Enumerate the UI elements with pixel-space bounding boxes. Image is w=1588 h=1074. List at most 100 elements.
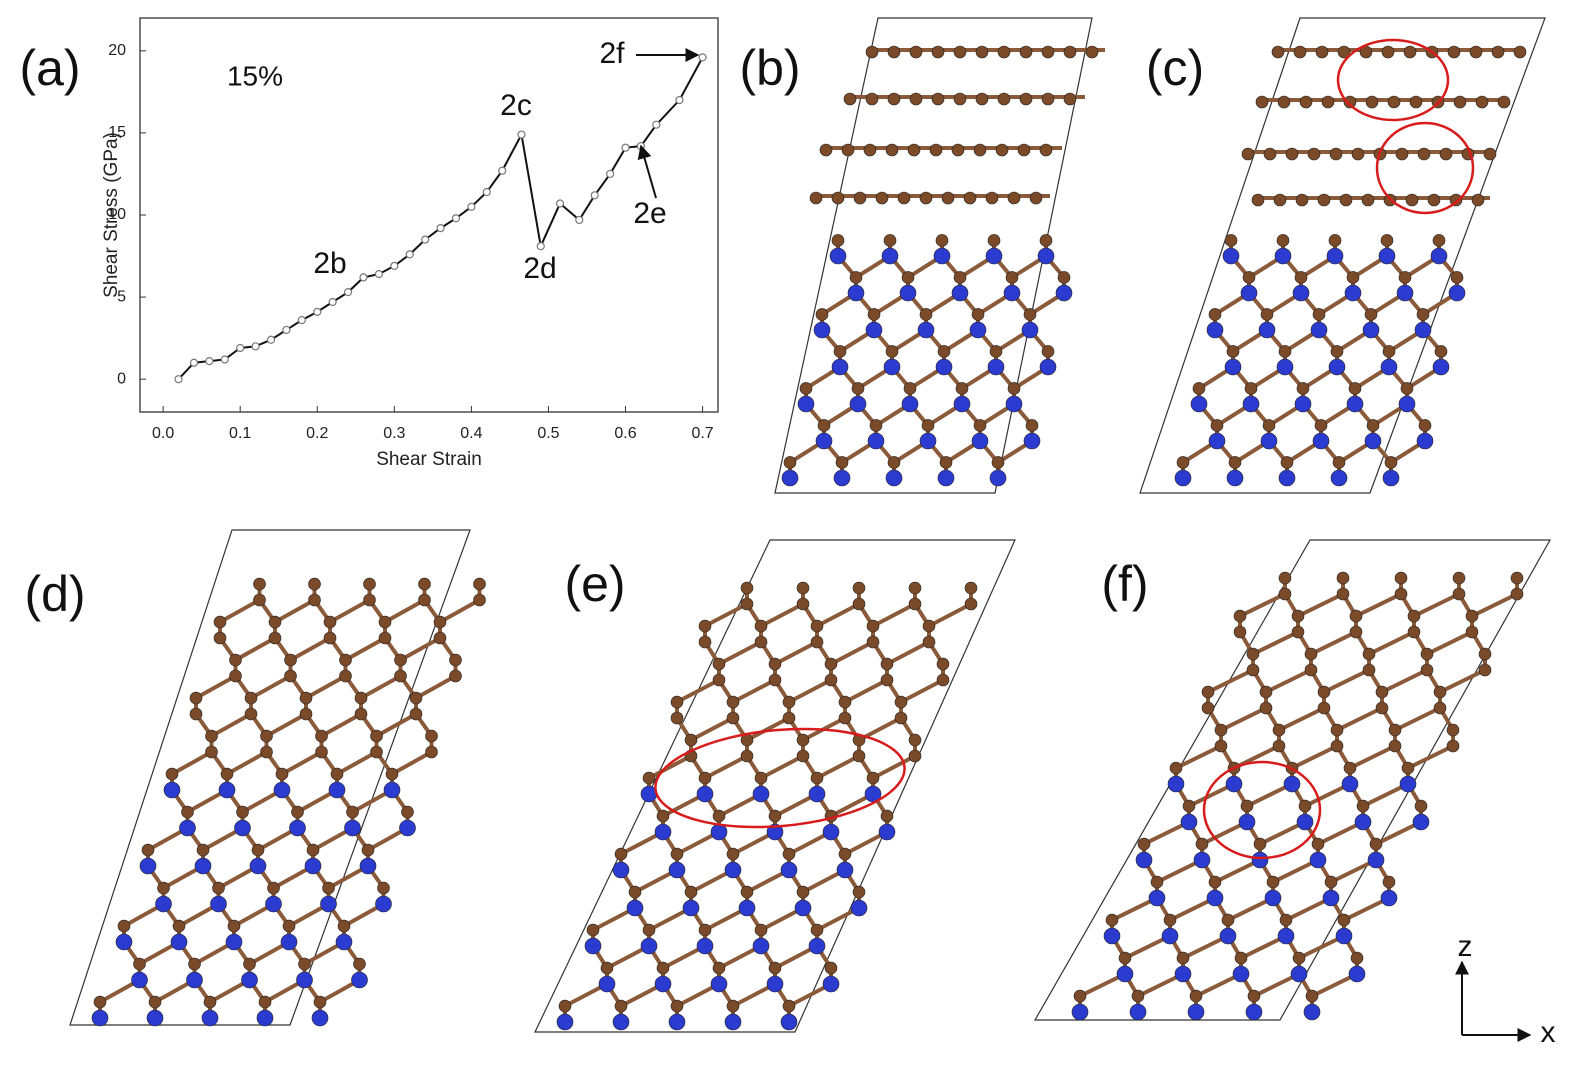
bond — [1343, 896, 1390, 922]
bond — [234, 636, 276, 662]
carbon-atom — [600, 961, 614, 975]
bond — [1298, 934, 1345, 960]
carbon-atom — [1329, 147, 1343, 161]
carbon-atom — [656, 809, 670, 823]
carbon-atom — [796, 581, 810, 595]
carbon-atom — [1328, 234, 1342, 247]
nitrogen-atom — [829, 247, 847, 265]
carbon-atom — [1356, 799, 1370, 813]
carbon-atom — [953, 92, 967, 106]
nitrogen-atom — [696, 937, 714, 955]
annotation: 2f — [599, 37, 625, 70]
nitrogen-atom — [881, 247, 899, 265]
nitrogen-atom — [836, 861, 854, 879]
carbon-atom — [1278, 345, 1292, 358]
nitrogen-atom — [654, 823, 672, 841]
carbon-atom — [1449, 193, 1463, 207]
carbon-atom — [425, 729, 438, 743]
bond — [1220, 706, 1267, 732]
carbon-atom — [885, 345, 899, 358]
carbon-atom — [1163, 913, 1177, 927]
nitrogen-atom — [1290, 965, 1308, 983]
carbon-atom — [1307, 147, 1321, 161]
nitrogen-atom — [1245, 1003, 1263, 1021]
bond — [360, 674, 402, 700]
carbon-atom — [1491, 45, 1505, 59]
carbon-atom — [1446, 723, 1460, 737]
carbon-atom — [1343, 761, 1357, 775]
nitrogen-atom — [612, 1013, 630, 1031]
nitrogen-atom — [1206, 321, 1224, 339]
bond — [1246, 782, 1293, 808]
nitrogen-atom — [1055, 284, 1073, 302]
carbon-atom — [1388, 723, 1402, 737]
nitrogen-atom — [1242, 395, 1260, 413]
carbon-atom — [1362, 647, 1376, 661]
nitrogen-atom — [1258, 321, 1276, 339]
nitrogen-atom — [1193, 851, 1211, 869]
carbon-atom — [865, 92, 879, 106]
carbon-atom — [810, 635, 824, 649]
carbon-atom — [1382, 875, 1396, 889]
carbon-atom — [1381, 45, 1395, 59]
carbon-atom — [754, 635, 768, 649]
carbon-atom — [908, 597, 922, 611]
carbon-atom — [1277, 95, 1291, 109]
carbon-atom — [1073, 989, 1087, 1003]
carbon-atom — [852, 749, 866, 763]
nitrogen-atom — [899, 284, 917, 302]
nitrogen-atom — [1023, 432, 1041, 450]
carbon-atom — [1405, 193, 1419, 207]
carbon-atom — [1314, 419, 1328, 432]
carbon-atom — [849, 271, 863, 284]
carbon-atom — [315, 745, 328, 759]
carbon-atom — [1292, 951, 1306, 965]
nitrogen-atom — [344, 819, 361, 837]
carbon-atom — [880, 809, 894, 823]
carbon-atom — [642, 771, 656, 785]
carbon-atom — [782, 847, 796, 861]
bond — [872, 754, 916, 780]
bond — [210, 712, 252, 738]
carbon-atom — [824, 657, 838, 671]
carbon-atom — [1387, 95, 1401, 109]
carbon-atom — [1420, 647, 1434, 661]
carbon-atom — [1280, 456, 1294, 469]
nitrogen-atom — [1432, 358, 1450, 376]
carbon-atom — [810, 619, 824, 633]
carbon-atom — [165, 767, 179, 781]
nitrogen-atom — [1335, 927, 1353, 945]
nitrogen-atom — [1303, 1003, 1321, 1021]
carbon-atom — [282, 919, 296, 933]
carbon-atom — [1365, 95, 1379, 109]
carbon-atom — [931, 45, 945, 59]
nitrogen-atom — [131, 971, 148, 989]
nitrogen-atom — [139, 857, 157, 875]
bond — [1297, 592, 1344, 618]
carbon-atom — [1023, 308, 1037, 321]
carbon-atom — [196, 843, 210, 857]
carbon-atom — [698, 635, 712, 649]
carbon-atom — [322, 881, 335, 895]
nitrogen-atom — [1148, 889, 1166, 907]
annotation: 2c — [500, 89, 532, 122]
carbon-atom — [394, 669, 407, 683]
carbon-atom — [670, 999, 684, 1013]
y-tick-label: 10 — [108, 206, 126, 223]
nitrogen-atom — [1274, 247, 1292, 265]
carbon-atom — [909, 92, 923, 106]
nitrogen-atom — [1003, 284, 1021, 302]
carbon-atom — [1395, 147, 1409, 161]
nitrogen-atom — [1264, 889, 1282, 907]
bond — [844, 678, 888, 704]
bond — [1175, 744, 1222, 770]
data-point — [482, 187, 491, 197]
nitrogen-atom — [640, 937, 658, 955]
x-tick-label: 0.5 — [537, 425, 559, 442]
carbon-atom — [1208, 308, 1222, 321]
carbon-atom — [401, 805, 414, 819]
lattice — [1071, 571, 1524, 1021]
carbon-atom — [1434, 345, 1448, 358]
nitrogen-atom — [867, 432, 885, 450]
carbon-atom — [409, 707, 423, 721]
